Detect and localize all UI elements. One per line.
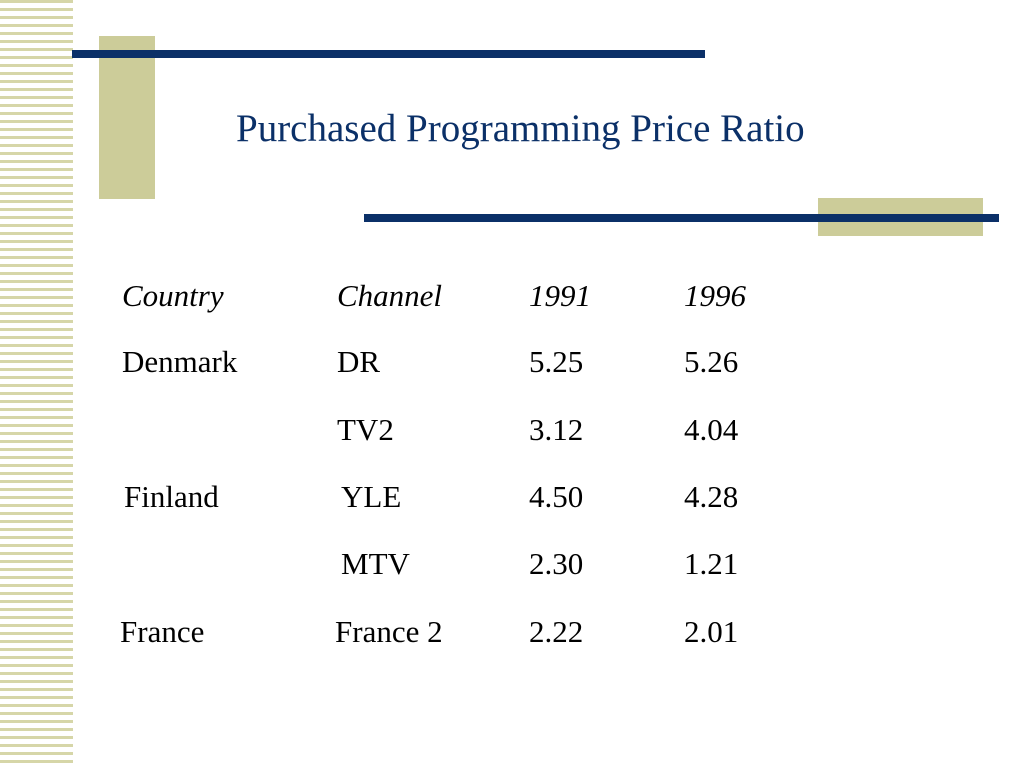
cell-channel: DR (337, 344, 381, 379)
cell-1991: 3.12 (529, 412, 584, 447)
cell-1991: 2.22 (529, 614, 584, 649)
cell-1996: 4.28 (684, 479, 739, 514)
top-rule (72, 50, 705, 58)
cell-country: Finland (124, 479, 219, 514)
header-country: Country (122, 278, 224, 313)
slide-title: Purchased Programming Price Ratio (236, 107, 805, 150)
cell-1996: 5.26 (684, 344, 739, 379)
decorative-block-left (99, 36, 155, 199)
cell-country: France (120, 614, 205, 649)
header-1991: 1991 (529, 278, 591, 313)
header-channel: Channel (337, 278, 443, 313)
cell-1991: 2.30 (529, 546, 584, 581)
cell-channel: YLE (341, 479, 402, 514)
cell-1991: 4.50 (529, 479, 584, 514)
bottom-rule (364, 214, 999, 222)
cell-channel: France 2 (335, 614, 443, 649)
decorative-stripe-band (0, 0, 73, 768)
cell-country: Denmark (122, 344, 238, 379)
header-1996: 1996 (684, 278, 746, 313)
cell-channel: MTV (341, 546, 410, 581)
cell-1996: 2.01 (684, 614, 739, 649)
cell-1991: 5.25 (529, 344, 584, 379)
cell-1996: 1.21 (684, 546, 739, 581)
cell-1996: 4.04 (684, 412, 739, 447)
cell-channel: TV2 (337, 412, 394, 447)
